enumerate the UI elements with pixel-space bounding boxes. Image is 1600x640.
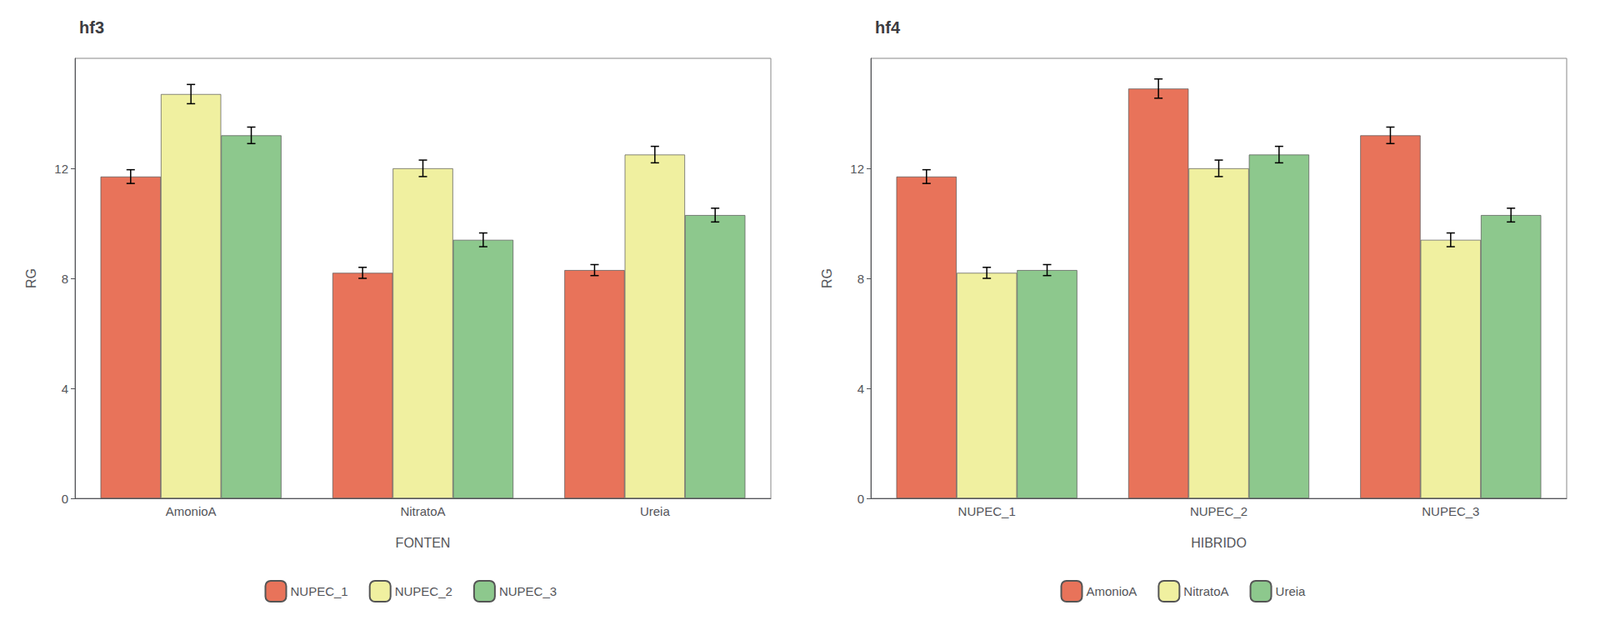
svg-text:12: 12 <box>54 161 69 176</box>
svg-text:RG: RG <box>24 268 39 289</box>
svg-text:Ureia: Ureia <box>640 504 671 519</box>
svg-text:NUPEC_2: NUPEC_2 <box>395 584 453 599</box>
svg-text:NUPEC_3: NUPEC_3 <box>1421 504 1480 519</box>
svg-text:4: 4 <box>61 381 69 396</box>
svg-text:NUPEC_1: NUPEC_1 <box>958 504 1016 519</box>
svg-text:hf4: hf4 <box>875 18 901 37</box>
svg-text:NitratoA: NitratoA <box>400 504 445 519</box>
svg-text:hf3: hf3 <box>79 18 105 37</box>
svg-text:0: 0 <box>857 491 865 506</box>
svg-text:NUPEC_1: NUPEC_1 <box>290 584 349 599</box>
svg-text:NUPEC_2: NUPEC_2 <box>1190 504 1248 519</box>
svg-text:HIBRIDO: HIBRIDO <box>1190 535 1247 550</box>
svg-text:NUPEC_3: NUPEC_3 <box>499 584 557 599</box>
svg-text:0: 0 <box>61 491 69 506</box>
svg-text:RG: RG <box>820 268 835 289</box>
svg-text:Ureia: Ureia <box>1275 584 1307 599</box>
svg-text:FONTEN: FONTEN <box>395 535 451 550</box>
svg-text:AmonioA: AmonioA <box>1086 584 1138 599</box>
svg-text:NitratoA: NitratoA <box>1183 584 1229 599</box>
svg-text:4: 4 <box>857 381 865 396</box>
svg-text:AmonioA: AmonioA <box>165 504 217 519</box>
svg-text:8: 8 <box>61 271 69 286</box>
svg-text:8: 8 <box>857 271 865 286</box>
svg-text:12: 12 <box>850 161 865 176</box>
